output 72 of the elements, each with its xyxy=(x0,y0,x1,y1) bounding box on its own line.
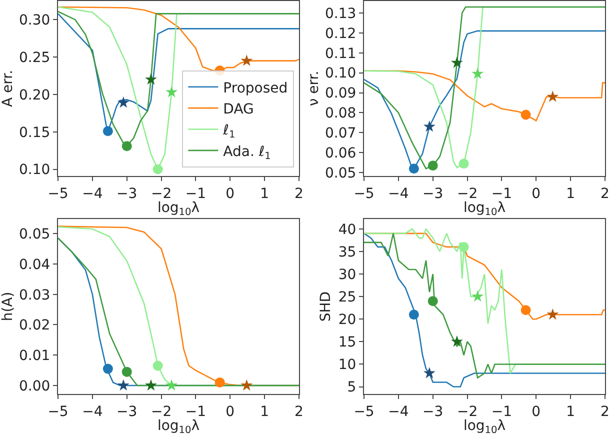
y-axis-title: h(A) xyxy=(0,292,16,322)
x-tick-label: −3 xyxy=(422,186,444,202)
x-tick-label: 1 xyxy=(566,404,576,420)
y-axis-title: A err. xyxy=(0,70,16,108)
x-tick-label: −1 xyxy=(185,186,206,202)
x-tick-label: −2 xyxy=(456,404,478,420)
y-tick-label: 0.09 xyxy=(325,86,356,102)
x-tick-label: −5 xyxy=(48,404,68,420)
x-tick-label: −2 xyxy=(150,186,172,202)
x-tick-label: −5 xyxy=(354,404,374,420)
x-tick-label: −5 xyxy=(48,186,68,202)
x-axis-title: log$_{10}$λ xyxy=(157,418,200,436)
x-tick-label: −4 xyxy=(388,186,409,202)
x-axis-title: log$_{10}$λ xyxy=(463,418,506,436)
x-tick-label: −3 xyxy=(116,404,138,420)
y-tick-label: 0.02 xyxy=(19,318,50,334)
x-tick-label: −4 xyxy=(82,186,103,202)
y-tick-label: 0.25 xyxy=(19,50,50,66)
y-tick-label: 10 xyxy=(338,357,356,374)
y-tick-label: 0.20 xyxy=(19,87,50,104)
y-tick-label: 0.15 xyxy=(19,124,50,141)
x-tick-label: −4 xyxy=(82,404,103,420)
x-tick-label: 1 xyxy=(566,186,576,202)
y-tick-label: 0.08 xyxy=(325,106,356,122)
x-tick-label: 2 xyxy=(600,404,610,420)
y-tick-label: 15 xyxy=(338,334,356,351)
x-tick-label: 0 xyxy=(226,186,235,202)
y-axis-title: ν err. xyxy=(306,70,322,106)
x-tick-label: −1 xyxy=(185,404,206,420)
y-tick-label: 0.30 xyxy=(19,12,50,29)
x-tick-label: 0 xyxy=(532,404,541,420)
legend-label: Proposed xyxy=(223,80,288,96)
y-tick-label: 0.10 xyxy=(325,66,356,82)
x-tick-label: 1 xyxy=(260,404,270,420)
x-tick-label: −3 xyxy=(116,186,138,202)
legend-label: ℓ$_{1}$ xyxy=(222,122,236,141)
y-tick-label: 40 xyxy=(338,222,356,238)
x-tick-label: −2 xyxy=(456,186,478,202)
x-tick-label: 2 xyxy=(294,186,304,202)
x-tick-label: 0 xyxy=(532,186,541,202)
y-tick-label: 0.11 xyxy=(325,46,356,62)
y-tick-label: 35 xyxy=(338,244,356,260)
y-tick-label: 0.13 xyxy=(325,6,356,22)
x-tick-label: −2 xyxy=(150,404,172,420)
y-tick-label: 0.00 xyxy=(19,378,50,394)
x-tick-label: 2 xyxy=(600,186,610,202)
y-tick-label: 0.07 xyxy=(325,126,356,142)
x-tick-label: −1 xyxy=(491,186,512,202)
x-tick-label: −1 xyxy=(491,404,512,420)
y-tick-label: 30 xyxy=(338,266,356,283)
x-axis-title: log$_{10}$λ xyxy=(463,200,506,218)
y-tick-label: 0.03 xyxy=(19,287,50,304)
legend-label: Ada. ℓ$_{1}$ xyxy=(223,144,271,162)
x-tick-label: −5 xyxy=(354,186,374,202)
y-tick-label: 0.06 xyxy=(325,146,356,162)
x-axis-title: log$_{10}$λ xyxy=(157,200,200,218)
y-tick-label: 0.05 xyxy=(19,226,50,242)
y-tick-label: 20 xyxy=(338,312,356,328)
legend-label: DAG xyxy=(223,102,254,118)
y-tick-label: 0.04 xyxy=(19,256,50,273)
y-tick-label: 0.10 xyxy=(19,162,50,178)
x-tick-label: −4 xyxy=(388,404,409,420)
x-tick-label: 1 xyxy=(260,186,270,202)
y-tick-label: 5 xyxy=(347,380,356,396)
y-tick-label: 0.01 xyxy=(19,348,50,364)
y-tick-label: 0.05 xyxy=(325,166,356,182)
y-axis-title: SHD xyxy=(318,291,334,322)
y-tick-label: 25 xyxy=(338,289,356,306)
x-tick-label: 0 xyxy=(226,404,235,420)
x-tick-label: 2 xyxy=(294,404,304,420)
y-tick-label: 0.12 xyxy=(325,26,356,42)
x-tick-label: −3 xyxy=(422,404,444,420)
